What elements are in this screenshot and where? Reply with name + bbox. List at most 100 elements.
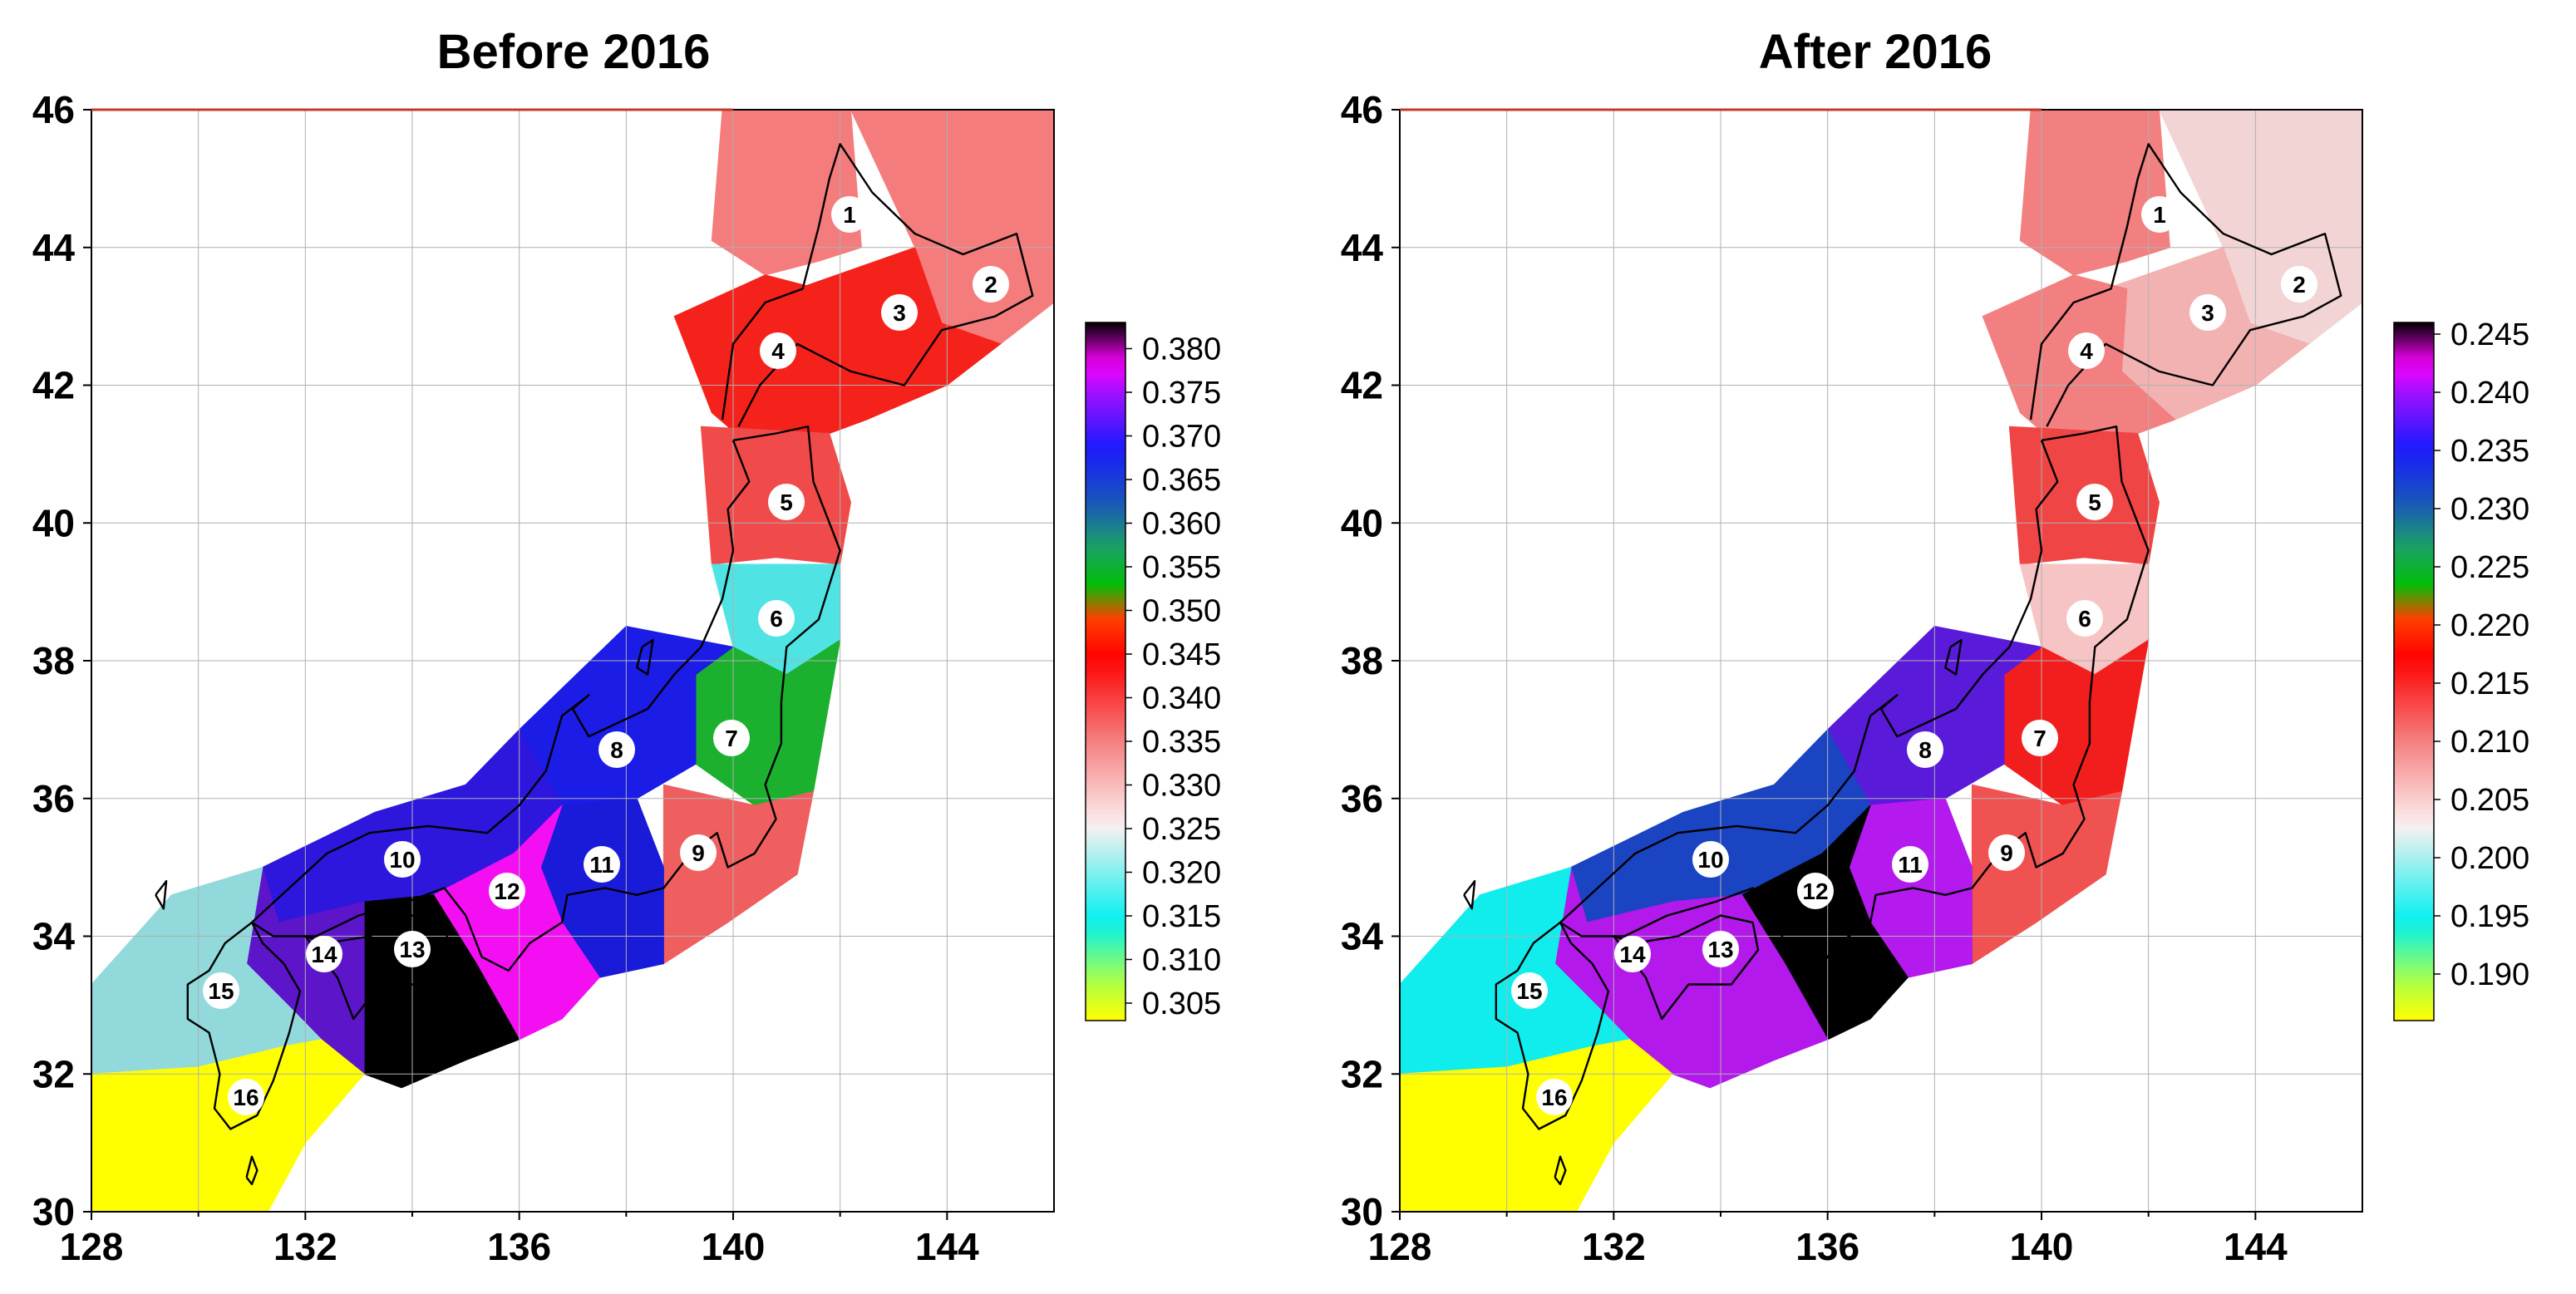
region-marker-label: 13 (1707, 937, 1733, 962)
region-marker-label: 6 (770, 606, 783, 632)
y-tick-label: 38 (32, 639, 75, 682)
colorbar-label: 0.190 (2450, 957, 2529, 992)
region-marker-6 (2066, 600, 2103, 637)
colorbar: 0.380 0.375 0.370 0.365 0.360 0.355 0.350 0.345… (1085, 322, 1221, 1021)
colorbar: 0.245 0.240 0.235 0.230 0.225 0.220 0.215 0.210… (2393, 317, 2529, 1021)
colorbar-label: 0.380 (1142, 332, 1221, 367)
region-marker-8 (1907, 731, 1943, 768)
colorbar-label: 0.320 (1142, 856, 1221, 891)
region-marker-label: 2 (2293, 272, 2306, 298)
coastline (155, 879, 168, 910)
region-marker-label: 1 (843, 202, 856, 228)
region-1 (1881, 109, 2170, 276)
x-tick-label: 128 (60, 1225, 124, 1268)
map-title: Before 2016 (437, 25, 711, 79)
coastline (636, 638, 654, 676)
region-marker-11 (1892, 846, 1928, 883)
region-marker-label: 10 (389, 847, 415, 873)
region-marker-label: 4 (2080, 338, 2093, 364)
region-marker-label: 9 (2000, 840, 2013, 866)
region-marker-9 (1988, 834, 2025, 871)
colorbar-label: 0.205 (2450, 783, 2529, 818)
region-marker-6 (758, 600, 795, 637)
coastline (251, 426, 841, 972)
region-marker-7 (2022, 720, 2058, 756)
map-title: After 2016 (1759, 25, 1992, 79)
region-marker-label: 5 (780, 490, 793, 515)
x-tick-label: 144 (915, 1225, 979, 1268)
colorbar-label: 0.365 (1142, 463, 1221, 498)
region-marker-1 (831, 196, 868, 233)
y-tick-label: 30 (32, 1190, 75, 1233)
colorbar-label: 0.200 (2450, 841, 2529, 876)
region-marker-label: 4 (771, 338, 785, 364)
region-marker-label: 14 (311, 942, 337, 967)
y-tick-label: 42 (1341, 364, 1383, 407)
grid (1399, 109, 2363, 1213)
region-1 (573, 109, 862, 276)
region-marker-4 (760, 332, 796, 369)
region-marker-label: 15 (1516, 978, 1542, 1004)
region-marker-12 (489, 873, 525, 909)
region-marker-label: 1 (2153, 202, 2166, 228)
region-marker-13 (1702, 931, 1739, 967)
y-tick-label: 42 (32, 364, 75, 407)
region-marker-label: 11 (1898, 852, 1923, 878)
y-tick-label: 40 (32, 501, 75, 544)
x-tick-label: 136 (487, 1225, 551, 1268)
region-marker-label: 16 (1541, 1085, 1567, 1110)
colorbar-label: 0.305 (1142, 986, 1221, 1021)
region-marker-label: 9 (692, 840, 705, 866)
coastline (1943, 638, 1963, 676)
x-tick-label: 132 (273, 1225, 337, 1268)
y-tick-label: 44 (32, 226, 76, 269)
y-tick-label: 40 (1341, 501, 1383, 544)
x-tick-label: 140 (2010, 1225, 2074, 1268)
colorbar-label: 0.195 (2450, 899, 2529, 934)
coastline (2029, 143, 2342, 427)
region-marker-label: 14 (1619, 942, 1646, 967)
colorbar-label: 0.315 (1142, 899, 1221, 934)
region-marker-label: 13 (399, 937, 425, 962)
colorbar-label: 0.355 (1142, 550, 1221, 585)
colorbar-label: 0.230 (2450, 492, 2529, 527)
region-marker-label: 11 (589, 852, 614, 878)
region-marker-3 (2189, 294, 2226, 331)
colorbar-label: 0.245 (2450, 317, 2529, 352)
colorbar-label: 0.345 (1142, 637, 1221, 672)
region-marker-label: 12 (1802, 878, 1828, 904)
region-marker-15 (203, 972, 239, 1009)
region-layer (1399, 109, 2363, 1213)
region-marker-16 (1536, 1079, 1573, 1115)
region-marker-label: 6 (2078, 606, 2091, 632)
region-marker-13 (394, 931, 431, 967)
region-marker-3 (881, 294, 918, 331)
y-tick-label: 46 (1341, 88, 1383, 131)
y-tick-label: 38 (1341, 639, 1383, 682)
x-tick-label: 144 (2224, 1225, 2288, 1268)
colorbar-label: 0.330 (1142, 769, 1221, 804)
region-marker-12 (1797, 873, 1834, 909)
y-tick-label: 30 (1341, 1190, 1383, 1233)
colorbar-label: 0.370 (1142, 420, 1221, 455)
coastline (251, 440, 751, 923)
region-marker-label: 12 (494, 878, 520, 904)
x-tick-label: 136 (1795, 1225, 1859, 1268)
region-marker-8 (598, 731, 635, 768)
region-marker-5 (768, 484, 805, 520)
region-marker-2 (973, 266, 1009, 303)
region-marker-label: 5 (2088, 490, 2101, 515)
colorbar-label: 0.235 (2450, 434, 2529, 469)
y-tick-label: 32 (32, 1052, 75, 1095)
x-tick-label: 132 (1582, 1225, 1646, 1268)
y-tick-label: 34 (32, 915, 76, 958)
coastline (245, 1155, 259, 1186)
region-marker-label: 8 (1918, 737, 1932, 763)
y-tick-label: 34 (1341, 915, 1384, 958)
coastline (1554, 1155, 1567, 1186)
region-marker-label: 16 (233, 1085, 259, 1110)
coastline (1559, 426, 2150, 972)
